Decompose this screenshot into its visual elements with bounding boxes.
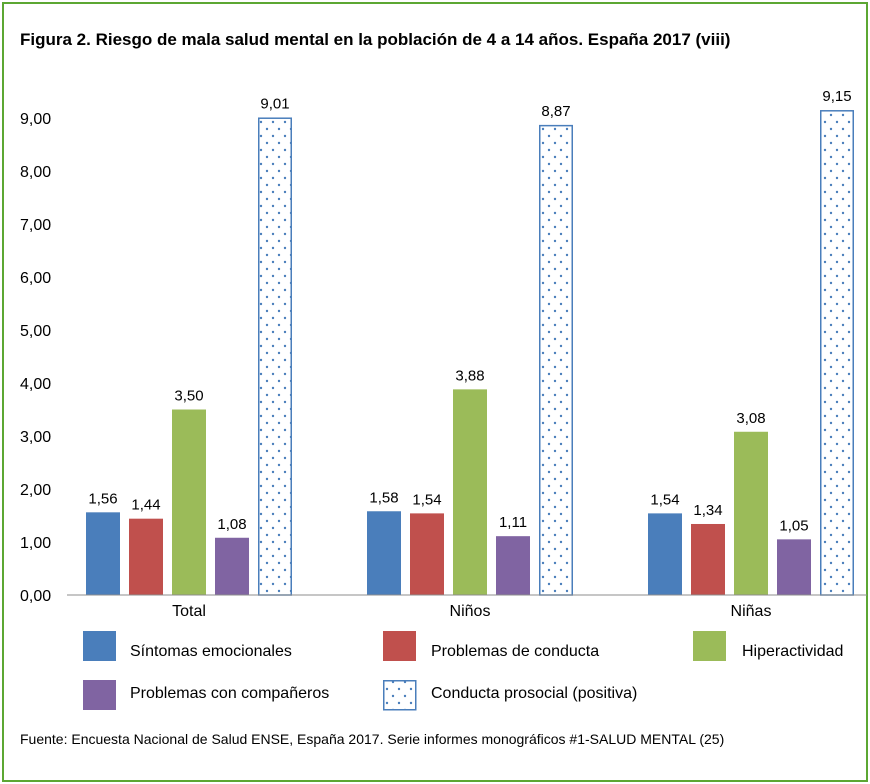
legend-swatch bbox=[83, 631, 116, 661]
data-label: 1,54 bbox=[412, 491, 441, 508]
x-tick-label: Niños bbox=[450, 603, 491, 620]
y-tick-label: 6,00 bbox=[20, 270, 51, 287]
bar bbox=[86, 512, 120, 595]
bar bbox=[734, 431, 768, 595]
data-label: 9,15 bbox=[822, 88, 851, 105]
data-label: 1,08 bbox=[217, 516, 246, 533]
y-tick-label: 7,00 bbox=[20, 217, 51, 234]
legend-swatch bbox=[383, 631, 416, 661]
bars: 1,56 1,44 3,50 1,08 9,01 1,58 1,54 3,88 1,11 8,87… bbox=[86, 88, 854, 596]
bar bbox=[820, 110, 854, 596]
legend-swatch bbox=[383, 680, 417, 711]
bar bbox=[367, 511, 401, 595]
data-label: 1,34 bbox=[693, 502, 722, 519]
bar bbox=[539, 124, 573, 596]
data-label: 3,50 bbox=[174, 388, 203, 405]
y-tick-label: 2,00 bbox=[20, 482, 51, 499]
legend-label: Problemas de conducta bbox=[431, 643, 599, 660]
data-label: 1,54 bbox=[650, 491, 679, 508]
legend-label: Problemas con compañeros bbox=[130, 685, 329, 702]
data-label: 1,44 bbox=[131, 497, 160, 514]
data-label: 8,87 bbox=[541, 103, 570, 120]
bar bbox=[691, 523, 725, 595]
figure-title: Figura 2. Riesgo de mala salud mental en… bbox=[20, 30, 731, 49]
legend: Síntomas emocionales Problemas de conduct… bbox=[83, 631, 843, 711]
legend-swatch bbox=[83, 680, 116, 710]
data-label: 1,05 bbox=[779, 517, 808, 534]
y-tick-label: 4,00 bbox=[20, 376, 51, 393]
y-tick-label: 3,00 bbox=[20, 429, 51, 446]
bar bbox=[648, 513, 682, 595]
bar bbox=[172, 409, 206, 595]
x-tick-label: Niñas bbox=[731, 603, 772, 620]
data-label: 1,56 bbox=[88, 490, 117, 507]
legend-label: Conducta prosocial (positiva) bbox=[431, 685, 637, 702]
y-tick-label: 8,00 bbox=[20, 164, 51, 181]
data-label: 9,01 bbox=[260, 95, 289, 112]
bar bbox=[410, 513, 444, 595]
bar bbox=[777, 539, 811, 595]
legend-label: Síntomas emocionales bbox=[130, 643, 292, 660]
x-tick-label: Total bbox=[172, 603, 206, 620]
bar bbox=[129, 518, 163, 595]
bar-chart: 0,00 1,00 2,00 3,00 4,00 5,00 6,00 7,00 8,00 9,00… bbox=[20, 88, 867, 711]
data-label: 3,88 bbox=[455, 367, 484, 384]
x-axis: Total Niños Niñas bbox=[67, 594, 867, 620]
source-note: Fuente: Encuesta Nacional de Salud ENSE,… bbox=[20, 731, 725, 747]
data-label: 1,58 bbox=[369, 489, 398, 506]
y-axis: 0,00 1,00 2,00 3,00 4,00 5,00 6,00 7,00 8,00 9,00 bbox=[20, 111, 51, 605]
data-label: 1,11 bbox=[499, 514, 527, 531]
y-tick-label: 0,00 bbox=[20, 588, 51, 605]
bar bbox=[258, 117, 292, 596]
legend-swatch bbox=[693, 631, 726, 661]
legend-label: Hiperactividad bbox=[742, 643, 843, 660]
y-tick-label: 5,00 bbox=[20, 323, 51, 340]
y-tick-label: 1,00 bbox=[20, 535, 51, 552]
y-tick-label: 9,00 bbox=[20, 111, 51, 128]
bar bbox=[496, 536, 530, 595]
bar bbox=[453, 389, 487, 595]
data-label: 3,08 bbox=[736, 410, 765, 427]
bar bbox=[215, 537, 249, 595]
